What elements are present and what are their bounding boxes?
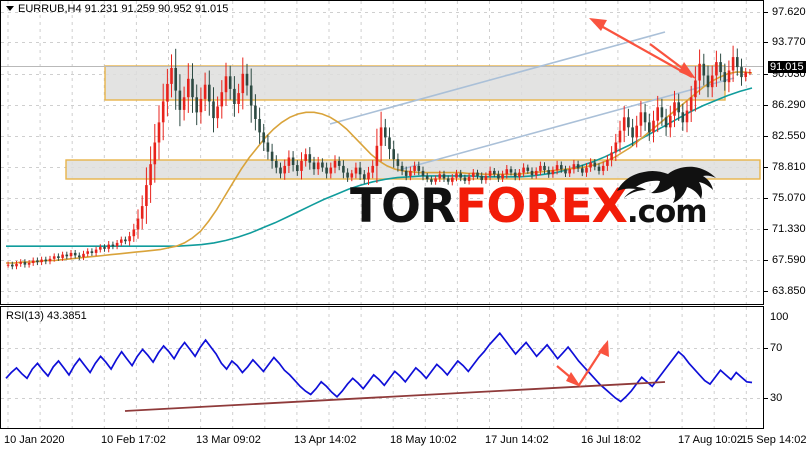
watermark-tor: TOR (350, 179, 456, 234)
price-chart-panel[interactable] (0, 0, 764, 305)
time-axis-label: 15 Sep 14:02 (741, 434, 807, 446)
time-axis-label: 16 Jul 18:02 (581, 434, 641, 446)
rsi-axis-label: 30 (770, 392, 783, 404)
price-panel-header: EURRUB,H4 91.231 91.259 90.952 91.015 (6, 3, 228, 15)
price-axis-label: 67.590 (772, 254, 806, 266)
chevron-down-icon[interactable] (6, 5, 14, 11)
price-axis-label: 93.770 (772, 36, 806, 48)
time-axis-label: 10 Jan 2020 (4, 434, 65, 446)
torforex-watermark: TORFOREX.com (350, 166, 750, 234)
price-axis-label: 75.070 (772, 192, 806, 204)
rsi-axis-label: 100 (770, 311, 789, 323)
price-axis-label: 71.330 (772, 223, 806, 235)
price-axis-label: 78.810 (772, 161, 806, 173)
price-axis-label: 63.850 (772, 285, 806, 297)
current-price-badge: 91.015 (768, 61, 806, 73)
watermark-forex: FOREX (455, 179, 628, 234)
price-axis-label: 86.290 (772, 99, 806, 111)
bull-logo-icon (617, 166, 716, 203)
watermark-dotcom: .com (626, 194, 708, 230)
price-header-text: EURRUB,H4 91.231 91.259 90.952 91.015 (18, 3, 229, 15)
price-axis-label: 82.550 (772, 130, 806, 142)
rsi-axis-label: 70 (770, 342, 783, 354)
time-axis-label: 13 Mar 09:02 (196, 434, 261, 446)
rsi-panel-header: RSI(13) 43.3851 (6, 310, 87, 322)
time-axis-label: 10 Feb 17:02 (101, 434, 166, 446)
time-axis-label: 17 Aug 10:02 (678, 434, 743, 446)
time-axis-label: 18 May 10:02 (390, 434, 457, 446)
time-axis-label: 17 Jun 14:02 (485, 434, 549, 446)
price-axis-label: 97.620 (772, 6, 806, 18)
rsi-indicator-panel[interactable] (0, 306, 764, 429)
time-axis-label: 13 Apr 14:02 (294, 434, 357, 446)
